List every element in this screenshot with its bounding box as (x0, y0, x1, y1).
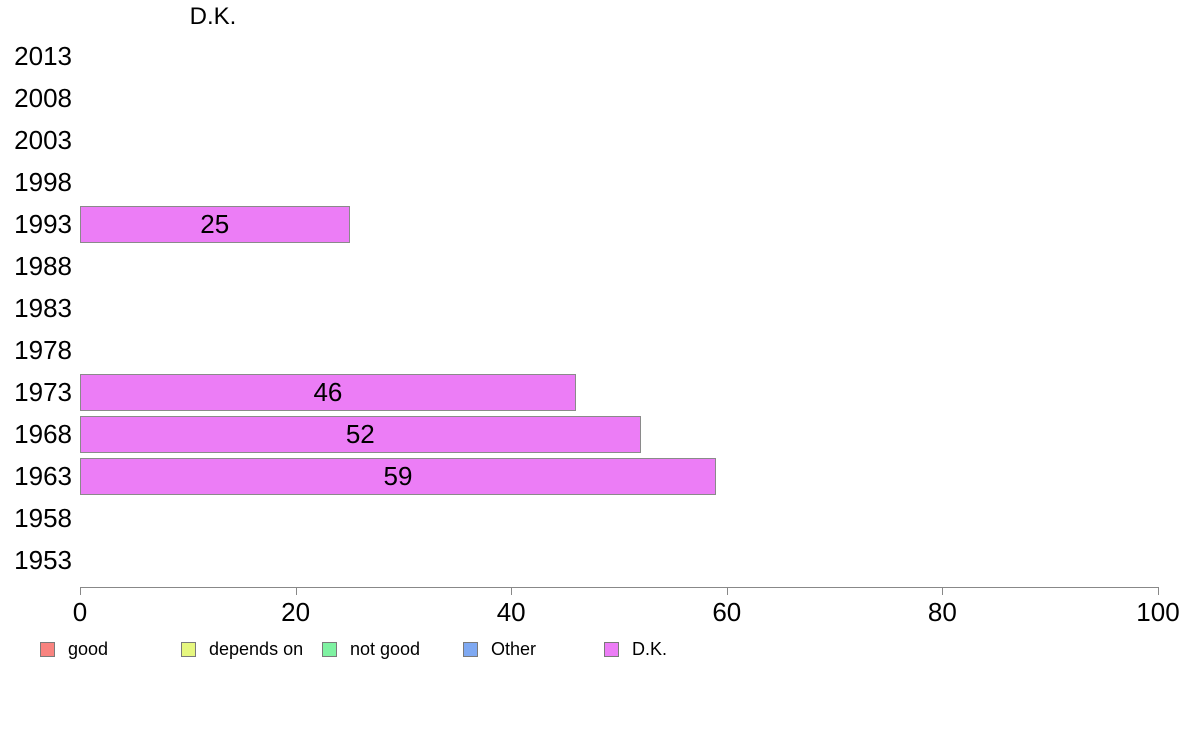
legend-swatch-icon (322, 641, 337, 657)
legend-label: not good (350, 638, 421, 659)
x-axis-tick (1158, 587, 1159, 595)
y-axis-label: 1988 (14, 251, 72, 281)
y-axis-label: 1958 (14, 503, 72, 533)
legend-swatch-icon (40, 641, 55, 657)
bar: 46 (80, 373, 576, 411)
legend-item: D.K. (604, 638, 668, 659)
x-axis-tick-label: 0 (72, 597, 88, 627)
x-axis-tick-label: 80 (927, 597, 957, 627)
y-axis-label: 1973 (14, 377, 72, 407)
x-axis-tick (295, 587, 297, 595)
legend-label: depends on (209, 638, 304, 659)
bar: 59 (80, 457, 717, 495)
legend-item: good (40, 638, 109, 659)
legend-label: Other (491, 638, 537, 659)
chart-title: D.K. (189, 3, 237, 30)
legend-swatch-icon (181, 641, 196, 657)
y-axis-label: 1968 (14, 419, 72, 449)
y-axis-label: 1963 (14, 461, 72, 491)
x-axis-tick-label: 60 (712, 597, 742, 627)
y-axis-label: 2013 (14, 41, 72, 71)
y-axis-label: 1953 (14, 545, 72, 575)
legend-swatch-icon (463, 641, 478, 657)
x-axis-tick (80, 587, 81, 595)
legend-label: D.K. (632, 638, 668, 659)
x-axis-tick-label: 100 (1136, 597, 1180, 627)
x-axis-line (80, 587, 1159, 588)
x-axis-tick (942, 587, 944, 595)
bar-value-label: 46 (313, 376, 343, 407)
y-axis-label: 1998 (14, 167, 72, 197)
y-axis-label: 1978 (14, 335, 72, 365)
x-axis-tick (511, 587, 513, 595)
x-axis-tick-label: 20 (281, 597, 311, 627)
legend-item: not good (322, 638, 421, 659)
bar-value-label: 25 (200, 208, 230, 239)
bar: 25 (80, 205, 350, 243)
y-axis-label: 1983 (14, 293, 72, 323)
bar: 52 (80, 415, 641, 453)
legend-label: good (68, 638, 109, 659)
y-axis-label: 1993 (14, 209, 72, 239)
legend-item: depends on (181, 638, 304, 659)
x-axis-tick-label: 40 (496, 597, 526, 627)
bar-value-label: 59 (383, 460, 413, 491)
y-axis-label: 2003 (14, 125, 72, 155)
x-axis-tick (726, 587, 728, 595)
bar-value-label: 52 (345, 418, 375, 449)
y-axis-label: 2008 (14, 83, 72, 113)
legend-item: Other (463, 638, 537, 659)
legend-swatch-icon (604, 641, 619, 657)
